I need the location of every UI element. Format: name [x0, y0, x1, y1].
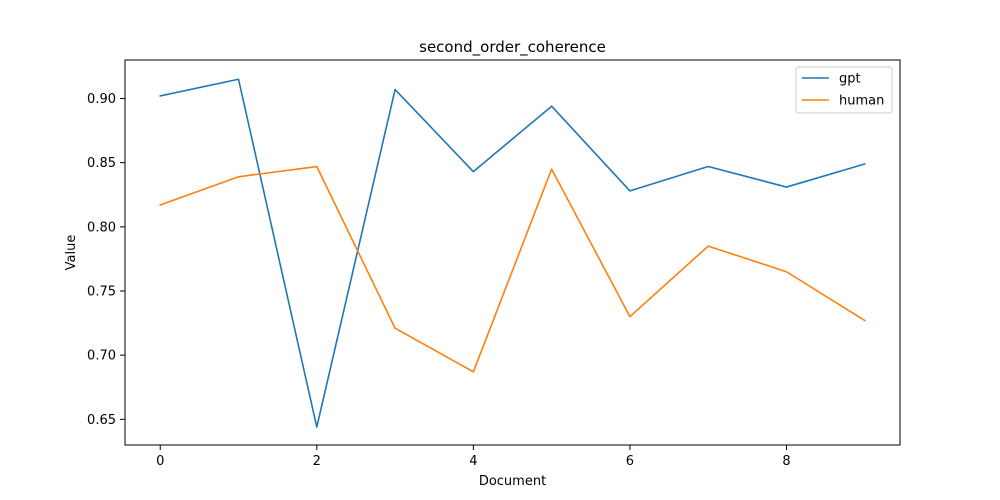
- x-axis-label: Document: [479, 474, 546, 489]
- plot-frame: [124, 59, 901, 446]
- x-tick-label: 6: [626, 454, 634, 469]
- y-tick-label: 0.75: [87, 285, 116, 300]
- y-tick-label: 0.85: [87, 156, 116, 171]
- plot-area: 0 2 4 6 8 0.65 0.70 0.75 0.80 0.85 0.90: [87, 59, 901, 469]
- y-axis-label: Value: [64, 235, 79, 271]
- series-line-gpt: [159, 78, 866, 428]
- x-tick-label: 4: [469, 454, 477, 469]
- y-tick-label: 0.70: [87, 349, 116, 364]
- legend-label-gpt: gpt: [839, 72, 861, 87]
- y-axis-ticks: 0.65 0.70 0.75 0.80 0.85 0.90: [87, 92, 125, 428]
- series-layer: [159, 78, 866, 428]
- chart-title: second_order_coherence: [419, 38, 606, 57]
- y-tick-label: 0.90: [87, 92, 116, 107]
- x-tick-label: 0: [156, 454, 164, 469]
- legend-label-human: human: [839, 94, 884, 109]
- x-tick-label: 2: [313, 454, 321, 469]
- y-tick-label: 0.65: [87, 413, 116, 428]
- legend: gpt human: [795, 66, 893, 114]
- x-tick-label: 8: [782, 454, 790, 469]
- x-axis-ticks: 0 2 4 6 8: [156, 445, 791, 469]
- y-tick-label: 0.80: [87, 220, 116, 235]
- series-line-human: [159, 165, 866, 373]
